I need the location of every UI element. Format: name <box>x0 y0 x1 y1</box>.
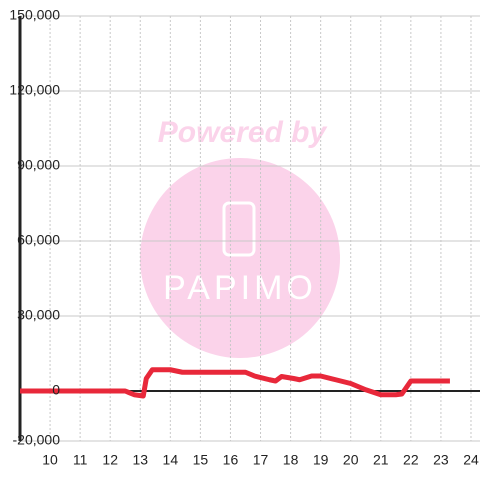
x-tick-label: 12 <box>102 452 118 468</box>
y-tick-label: 0 <box>52 382 60 398</box>
x-tick-label: 22 <box>403 452 419 468</box>
x-tick-label: 21 <box>373 452 389 468</box>
y-tick-label: 120,000 <box>9 82 60 98</box>
x-tick-label: 17 <box>253 452 269 468</box>
y-tick-label: 150,000 <box>9 7 60 23</box>
y-tick-label: -20,000 <box>13 432 61 448</box>
x-tick-label: 18 <box>283 452 299 468</box>
watermark-circle <box>140 158 340 358</box>
x-tick-label: 23 <box>433 452 449 468</box>
y-tick-label: 60,000 <box>17 232 60 248</box>
x-tick-label: 10 <box>42 452 58 468</box>
watermark-text: Powered by <box>158 116 328 149</box>
watermark-icon <box>222 201 256 257</box>
x-tick-label: 15 <box>193 452 209 468</box>
x-tick-label: 20 <box>343 452 359 468</box>
watermark-logo: PAPIMO <box>163 269 317 307</box>
x-tick-label: 13 <box>132 452 148 468</box>
x-tick-label: 24 <box>463 452 479 468</box>
data-line <box>20 367 450 399</box>
y-tick-label: 30,000 <box>17 307 60 323</box>
x-tick-label: 11 <box>73 452 88 468</box>
x-tick-label: 14 <box>163 452 179 468</box>
y-tick-label: 90,000 <box>17 157 60 173</box>
x-tick-label: 19 <box>313 452 329 468</box>
x-tick-label: 16 <box>223 452 239 468</box>
